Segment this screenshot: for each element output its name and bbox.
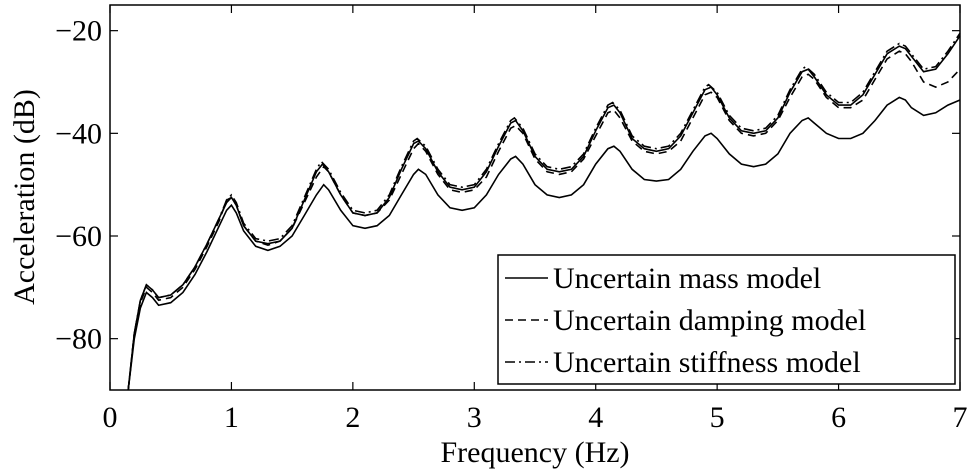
y-tick-label: −80: [55, 323, 102, 356]
series-line-3: [127, 32, 961, 391]
legend-label-1: Uncertain mass model: [553, 262, 821, 295]
series-line-1: [127, 96, 961, 391]
legend-items: Uncertain mass model Uncertain damping mo…: [505, 262, 866, 379]
y-tick-label: −20: [55, 15, 102, 48]
y-axis-label: Acceleration (dB): [8, 89, 41, 305]
series-layer: [127, 32, 961, 391]
series-line-4: [127, 35, 961, 391]
plot-frame: [109, 4, 961, 391]
tick-layer: 0 1 2 3 4 5 6 7 −80 −60 −40 −20: [55, 5, 968, 434]
x-axis-label: Frequency (Hz): [440, 436, 629, 469]
x-tick-label: 1: [224, 401, 239, 434]
series-line-2: [127, 50, 961, 391]
x-tick-label: 6: [831, 401, 846, 434]
y-tick-label: −60: [55, 220, 102, 253]
x-tick-label: 2: [345, 401, 360, 434]
x-tick-label: 3: [467, 401, 482, 434]
legend-box: [497, 254, 956, 385]
x-tick-label: 4: [588, 401, 603, 434]
legend: Uncertain mass model Uncertain damping mo…: [497, 254, 956, 385]
x-tick-label: 5: [710, 401, 725, 434]
legend-label-2: Uncertain damping model: [553, 304, 866, 337]
x-tick-label: 7: [953, 401, 968, 434]
x-tick-label: 0: [103, 401, 118, 434]
y-tick-label: −40: [55, 117, 102, 150]
legend-label-3: Uncertain stiffness model: [553, 346, 861, 379]
